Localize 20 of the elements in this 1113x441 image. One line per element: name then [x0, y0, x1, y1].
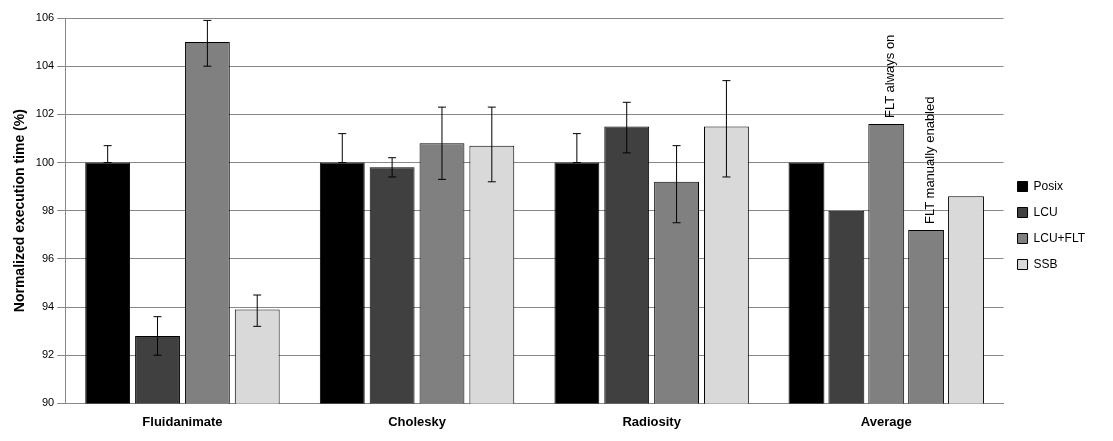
- annotation: FLT manually enabled: [921, 96, 937, 224]
- x-tick-label: Cholesky: [388, 413, 447, 429]
- x-tick-label: Radiosity: [622, 413, 682, 429]
- y-tick-label: 90: [41, 396, 55, 409]
- y-tick-label: 92: [41, 348, 55, 361]
- y-tick-label: 98: [41, 203, 55, 216]
- y-tick-label: 102: [35, 107, 55, 120]
- y-axis-title: Normalized execution time (%): [11, 109, 28, 313]
- y-tick-label: 94: [41, 300, 55, 313]
- y-tick-label: 106: [35, 11, 55, 24]
- legend-label: Posix: [1033, 178, 1063, 193]
- legend-label: LCU+FLT: [1033, 230, 1086, 245]
- legend-label: LCU: [1033, 204, 1058, 219]
- x-tick-label: Average: [860, 413, 912, 429]
- annotation: FLT always on: [881, 34, 897, 118]
- legend-label: SSB: [1033, 256, 1058, 271]
- x-tick-label: Fluidanimate: [142, 413, 223, 429]
- y-tick-label: 96: [41, 251, 55, 264]
- y-tick-label: 100: [35, 155, 55, 168]
- y-tick-label: 104: [35, 59, 55, 72]
